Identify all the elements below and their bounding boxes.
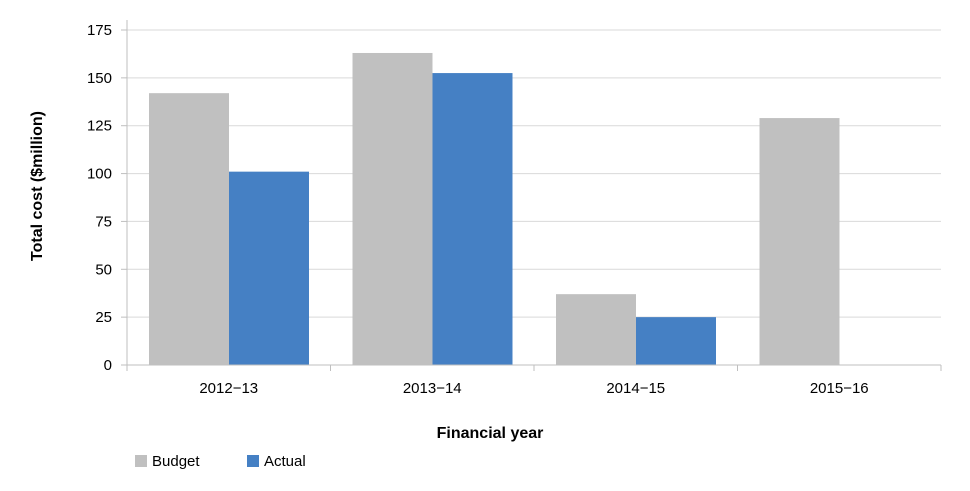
legend-swatch-budget	[135, 455, 147, 467]
x-tick-label: 2012−13	[199, 380, 258, 397]
bar-actual-1	[432, 73, 513, 366]
bar-budget-2	[556, 294, 636, 365]
y-tick-label: 100	[87, 166, 112, 183]
y-tick-label: 150	[87, 70, 112, 87]
legend-label-budget: Budget	[152, 453, 200, 470]
y-tick-label: 175	[87, 22, 112, 39]
bar-budget-1	[352, 52, 433, 365]
bars	[149, 52, 840, 366]
x-tick-label: 2015−16	[810, 380, 869, 397]
x-tick-label: 2014−15	[606, 380, 665, 397]
bar-actual-2	[636, 317, 716, 365]
x-tick-label: 2013−14	[403, 380, 462, 397]
y-axis-title: Total cost ($million)	[29, 111, 46, 261]
y-tick-label: 50	[95, 261, 112, 278]
x-tick-labels: 2012−13 2013−14 2014−15 2015−16	[199, 380, 868, 397]
bar-budget-0	[149, 93, 229, 366]
bar-actual-0	[229, 171, 309, 365]
y-tick-label: 25	[95, 309, 112, 326]
y-tick-labels: 0 25 50 75 100 125 150 175	[87, 22, 112, 374]
x-axis-title: Financial year	[437, 425, 544, 442]
legend-label-actual: Actual	[264, 453, 306, 470]
y-tick-label: 125	[87, 118, 112, 135]
y-tick-label: 75	[95, 213, 112, 230]
y-tick-label: 0	[104, 357, 112, 374]
axes	[121, 20, 942, 371]
legend: Budget Actual	[135, 453, 306, 470]
bar-budget-3	[759, 118, 840, 365]
legend-swatch-actual	[247, 455, 259, 467]
